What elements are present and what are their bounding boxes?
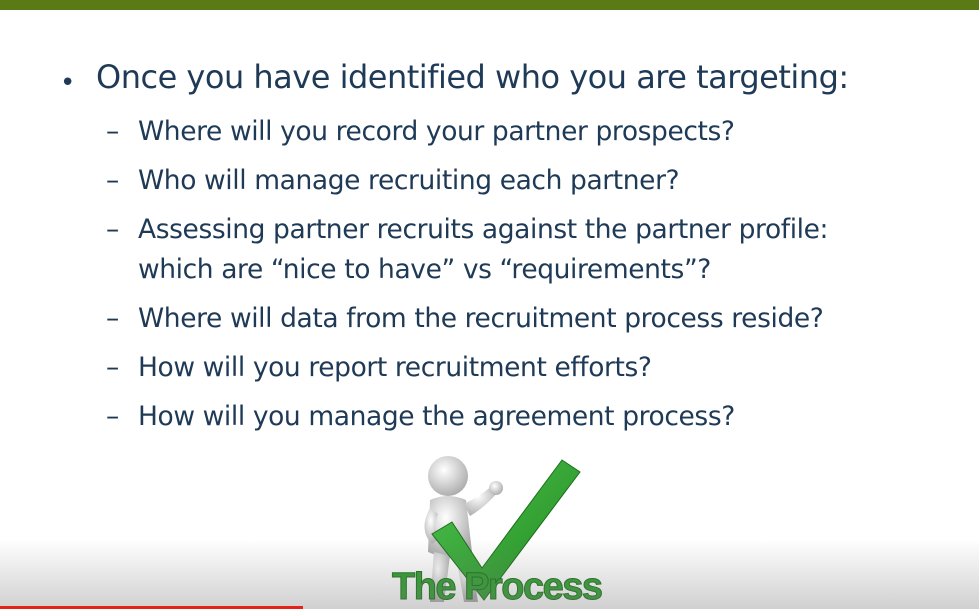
main-bullet-text: Once you have identified who you are tar… [96, 58, 849, 96]
illustration-label: The Process [392, 566, 604, 609]
video-progress-bar[interactable] [0, 606, 303, 609]
sub-bullet-text: Assessing partner recruits against the p… [138, 214, 829, 245]
sub-bullet-item: – Who will manage recruiting each partne… [106, 161, 828, 201]
dash-marker: – [106, 401, 119, 432]
sub-bullet-item: – Where will data from the recruitment p… [106, 299, 828, 339]
sub-bullet-item: – Assessing partner recruits against the… [106, 210, 828, 290]
dash-marker: – [106, 352, 119, 383]
dash-marker: – [106, 165, 119, 196]
video-bottom-gradient [0, 539, 979, 609]
person-with-checkmark-icon [424, 456, 581, 602]
sub-bullet-text: Where will you record your partner prosp… [138, 116, 735, 147]
dash-marker: – [106, 303, 119, 334]
sub-bullet-text: Where will data from the recruitment pro… [138, 303, 824, 334]
slide-top-bar [0, 0, 979, 10]
sub-bullet-text: How will you manage the agreement proces… [138, 401, 735, 432]
sub-bullet-text: How will you report recruitment efforts? [138, 352, 652, 383]
sub-bullet-text: Who will manage recruiting each partner? [138, 165, 680, 196]
dash-marker: – [106, 116, 119, 147]
sub-bullet-item: – Where will you record your partner pro… [106, 112, 828, 152]
sub-bullet-text-continued: which are “nice to have” vs “requirement… [138, 254, 711, 285]
sub-bullet-list: – Where will you record your partner pro… [106, 112, 828, 446]
sub-bullet-item: – How will you report recruitment effort… [106, 348, 828, 388]
dash-marker: – [106, 214, 119, 245]
sub-bullet-item: – How will you manage the agreement proc… [106, 397, 828, 437]
bullet-dot: • [60, 68, 75, 98]
